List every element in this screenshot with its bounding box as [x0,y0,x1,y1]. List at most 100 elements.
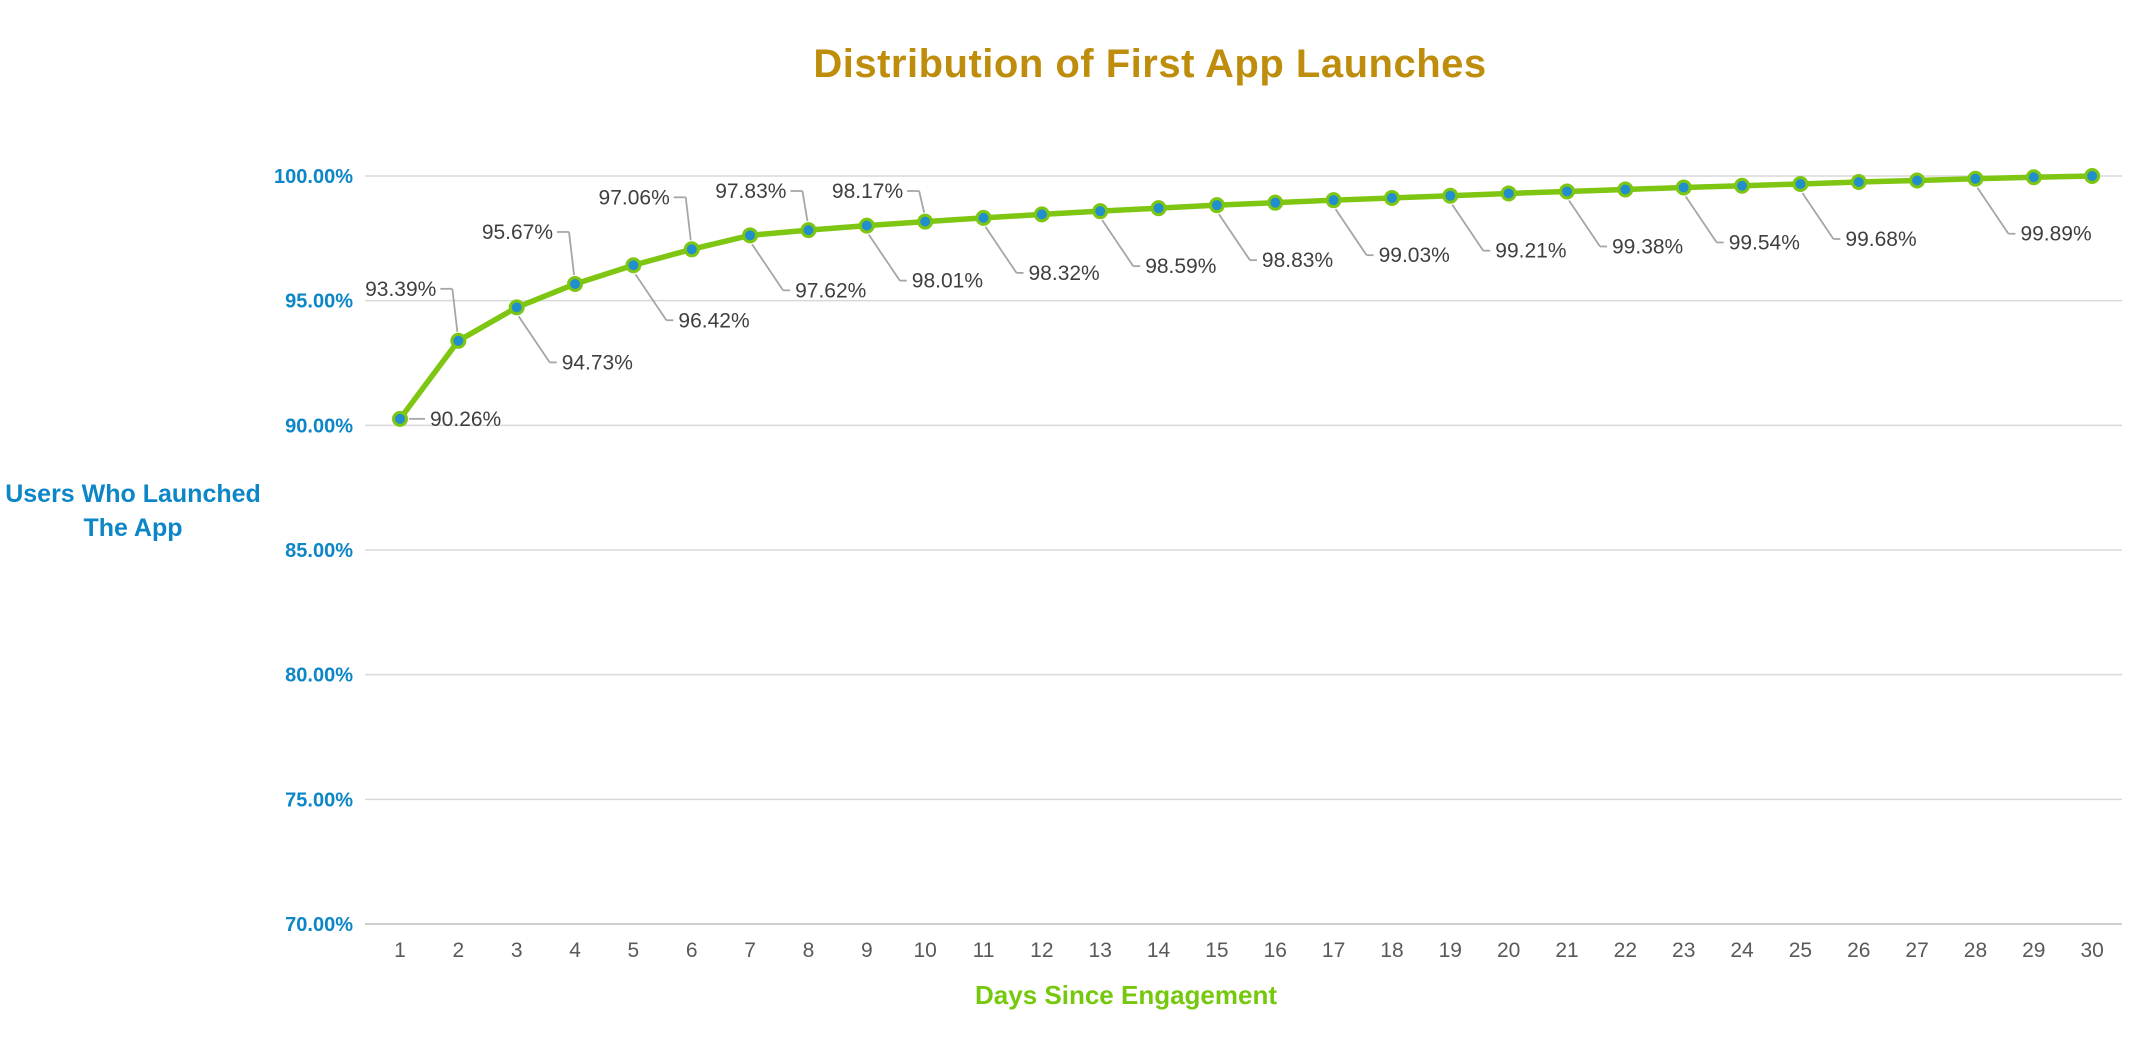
data-point-marker [2084,168,2101,184]
x-tick-label: 10 [913,939,936,962]
data-label-leader [517,315,551,363]
x-tick-label: 8 [803,939,815,962]
x-tick-label: 2 [453,939,465,962]
x-tick-label: 22 [1614,939,1637,962]
x-tick-label: 16 [1264,939,1287,962]
x-tick-label: 26 [1847,939,1870,962]
y-axis-title: Users Who Launched The App [5,480,261,542]
data-point-marker [858,217,875,234]
x-tick-label: 7 [744,939,756,962]
x-tick-label: 15 [1205,939,1228,962]
x-tick-label: 27 [1905,939,1928,962]
data-label-leader [1976,187,2010,235]
data-point-marker [1092,203,1109,220]
data-point-marker [1734,177,1751,194]
data-point-label: 98.32% [1029,262,1100,285]
y-tick-label: 90.00% [285,415,353,437]
x-tick-label: 20 [1497,939,1520,962]
data-label-leader [1568,199,1601,247]
data-point-marker [800,222,817,239]
data-label-leader [634,273,668,321]
data-point-label: 99.38% [1612,235,1683,258]
x-tick-label: 29 [2022,939,2045,962]
data-point-marker [742,227,759,244]
x-tick-label: 18 [1380,939,1403,962]
data-point-marker [1150,200,1167,217]
data-point-marker [392,410,408,427]
data-point-marker [1675,179,1692,196]
data-point-marker [1967,170,1984,187]
data-point-marker [1559,183,1575,200]
data-label-leader [1451,204,1485,252]
y-tick-label: 75.00% [285,789,353,811]
data-point-marker [1383,189,1400,206]
x-tick-label: 6 [686,939,698,962]
x-tick-label: 5 [628,939,640,962]
data-point-label: 96.42% [678,309,749,332]
data-point-marker [567,275,584,292]
data-point-marker [683,241,700,258]
data-label-leader [1334,208,1368,256]
data-label-leader [801,190,809,222]
data-label-leader [451,288,459,332]
data-point-marker [975,209,992,226]
x-tick-label: 11 [973,939,995,962]
data-point-label: 94.73% [562,351,633,374]
data-point-label: 97.83% [715,180,786,203]
data-point-label: 90.26% [430,408,501,431]
data-point-marker [1792,175,1809,192]
x-tick-label: 28 [1964,939,1987,962]
data-label-leader [568,231,575,276]
data-label-leader [1684,195,1718,243]
x-tick-label: 23 [1672,939,1695,962]
x-tick-label: 14 [1147,939,1171,962]
data-point-label: 99.68% [1845,228,1916,251]
data-point-marker [917,213,934,230]
y-tick-label: 95.00% [285,291,353,313]
data-label-leader [984,226,1018,274]
y-tick-label: 85.00% [285,540,353,562]
series-line [397,173,2095,422]
data-point-label: 99.03% [1379,244,1450,267]
x-tick-label: 13 [1089,939,1112,962]
x-tick-label: 1 [394,939,406,962]
data-point-label: 98.83% [1262,249,1333,272]
data-label-leader [1101,219,1134,267]
data-point-marker [2025,169,2042,186]
x-tick-label: 17 [1322,939,1345,962]
data-point-label: 97.06% [599,186,670,209]
x-tick-label: 30 [2080,939,2103,962]
x-tick-label: 9 [861,939,873,962]
data-point-label: 98.17% [832,180,903,203]
data-label-leader [684,197,692,241]
data-point-label: 98.01% [912,270,983,293]
data-point-marker [508,299,525,316]
x-axis-title: Days Since Engagement [975,980,1277,1010]
data-label-leader [1218,213,1251,261]
y-tick-label: 70.00% [285,914,353,936]
data-point-marker [625,257,642,274]
x-tick-label: 3 [511,939,523,962]
x-tick-label: 25 [1789,939,1812,962]
x-tick-label: 4 [569,939,581,962]
data-point-marker [1033,206,1050,223]
data-point-marker [1500,185,1517,202]
x-tick-label: 12 [1030,939,1053,962]
data-point-label: 99.89% [2020,223,2091,246]
y-tick-label: 80.00% [285,665,353,687]
x-tick-label: 24 [1730,939,1754,962]
data-point-marker [1325,192,1342,209]
data-point-label: 97.62% [795,279,866,302]
data-point-label: 95.67% [482,221,553,244]
data-label-leader [918,190,926,213]
data-point-marker [1208,197,1225,214]
data-point-marker [1617,181,1634,198]
data-point-label: 99.21% [1495,240,1566,263]
data-point-marker [1850,173,1867,190]
data-point-marker [1442,187,1459,204]
y-tick-label: 100.00% [274,166,353,188]
data-point-marker [450,332,467,349]
data-point-label: 99.54% [1729,231,1800,254]
